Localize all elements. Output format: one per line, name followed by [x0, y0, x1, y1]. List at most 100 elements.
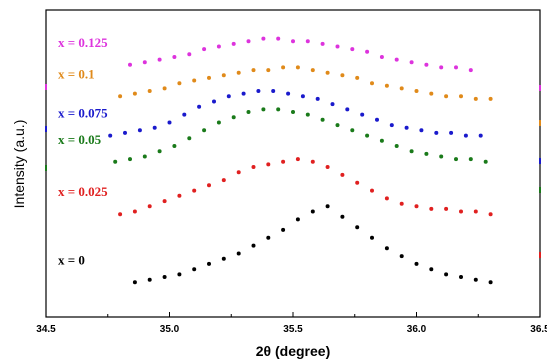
- data-point: [444, 272, 449, 277]
- data-point: [231, 41, 236, 46]
- data-point: [221, 256, 226, 261]
- data-point: [266, 235, 271, 240]
- data-point: [132, 280, 137, 285]
- x-tick-label: 36.5: [530, 324, 547, 335]
- data-point: [355, 225, 360, 230]
- data-point: [192, 188, 197, 193]
- data-point: [236, 251, 241, 256]
- data-point: [231, 115, 236, 120]
- data-point: [216, 120, 221, 125]
- data-point: [137, 128, 142, 133]
- data-point: [459, 209, 463, 214]
- data-point: [256, 89, 261, 93]
- data-point: [399, 86, 404, 91]
- data-point: [192, 78, 197, 83]
- x-tick-label: 35.5: [283, 324, 303, 335]
- data-point: [310, 68, 315, 73]
- series-label: x = 0.1: [58, 66, 95, 81]
- data-point: [207, 261, 211, 266]
- left-edge-marks: [45, 84, 47, 171]
- data-point: [463, 133, 468, 138]
- data-point: [281, 65, 286, 70]
- data-point: [128, 62, 132, 67]
- data-point: [365, 133, 370, 138]
- data-point: [370, 81, 374, 86]
- data-point: [419, 128, 424, 133]
- y-axis-title: Intensity (a.u.): [11, 120, 27, 209]
- data-point: [305, 39, 310, 44]
- data-point: [182, 112, 187, 117]
- data-point: [488, 280, 493, 285]
- data-point: [459, 275, 463, 279]
- data-point: [251, 243, 256, 248]
- data-point: [236, 70, 241, 75]
- data-point: [394, 144, 399, 148]
- data-point: [266, 162, 271, 167]
- data-point: [310, 159, 315, 164]
- data-point: [414, 204, 419, 209]
- data-point: [216, 44, 221, 49]
- x-axis-title: 2θ (degree): [256, 343, 330, 359]
- x-tick-label: 34.5: [36, 324, 56, 335]
- data-point: [439, 154, 444, 159]
- data-point: [340, 172, 345, 177]
- data-point: [271, 89, 276, 93]
- data-point: [325, 165, 330, 169]
- data-point: [409, 149, 414, 154]
- data-point: [414, 89, 419, 93]
- data-point: [147, 277, 152, 282]
- data-point: [414, 261, 419, 266]
- data-point: [473, 277, 478, 282]
- data-point: [355, 180, 360, 185]
- data-point: [429, 267, 434, 272]
- series-label: x = 0.125: [58, 35, 108, 50]
- data-point: [132, 209, 137, 214]
- data-point: [439, 65, 444, 70]
- data-point: [325, 204, 330, 209]
- data-point: [370, 188, 374, 193]
- data-point: [276, 107, 281, 112]
- data-point: [281, 159, 286, 164]
- data-point: [350, 47, 355, 52]
- data-point: [207, 75, 211, 80]
- data-point: [246, 39, 251, 44]
- data-point: [384, 196, 389, 201]
- data-point: [384, 83, 389, 88]
- data-point: [305, 112, 310, 117]
- data-points: [108, 36, 493, 285]
- data-point: [454, 65, 458, 70]
- data-point: [454, 157, 458, 162]
- data-point: [488, 96, 493, 101]
- data-point: [320, 41, 325, 46]
- data-point: [212, 99, 216, 104]
- data-point: [295, 157, 300, 162]
- data-point: [389, 123, 394, 128]
- data-point: [459, 94, 463, 99]
- data-point: [291, 110, 295, 114]
- data-point: [330, 102, 335, 107]
- data-point: [449, 130, 454, 135]
- data-point: [246, 110, 251, 114]
- data-point: [162, 86, 167, 91]
- data-point: [226, 94, 231, 99]
- data-point: [473, 96, 478, 101]
- data-point: [202, 47, 207, 52]
- data-point: [132, 91, 137, 96]
- data-point: [147, 89, 152, 93]
- data-point: [147, 204, 152, 209]
- x-tick-label: 35.0: [160, 324, 180, 335]
- right-edge-marks: [539, 85, 541, 258]
- data-point: [162, 275, 167, 279]
- data-point: [320, 117, 325, 122]
- data-point: [375, 117, 379, 122]
- data-point: [295, 217, 300, 222]
- data-point: [345, 107, 350, 112]
- data-point: [335, 44, 340, 49]
- data-point: [488, 212, 493, 217]
- data-point: [123, 130, 127, 135]
- data-point: [478, 133, 483, 138]
- data-point: [241, 91, 246, 96]
- data-point: [483, 159, 488, 164]
- data-point: [108, 133, 113, 138]
